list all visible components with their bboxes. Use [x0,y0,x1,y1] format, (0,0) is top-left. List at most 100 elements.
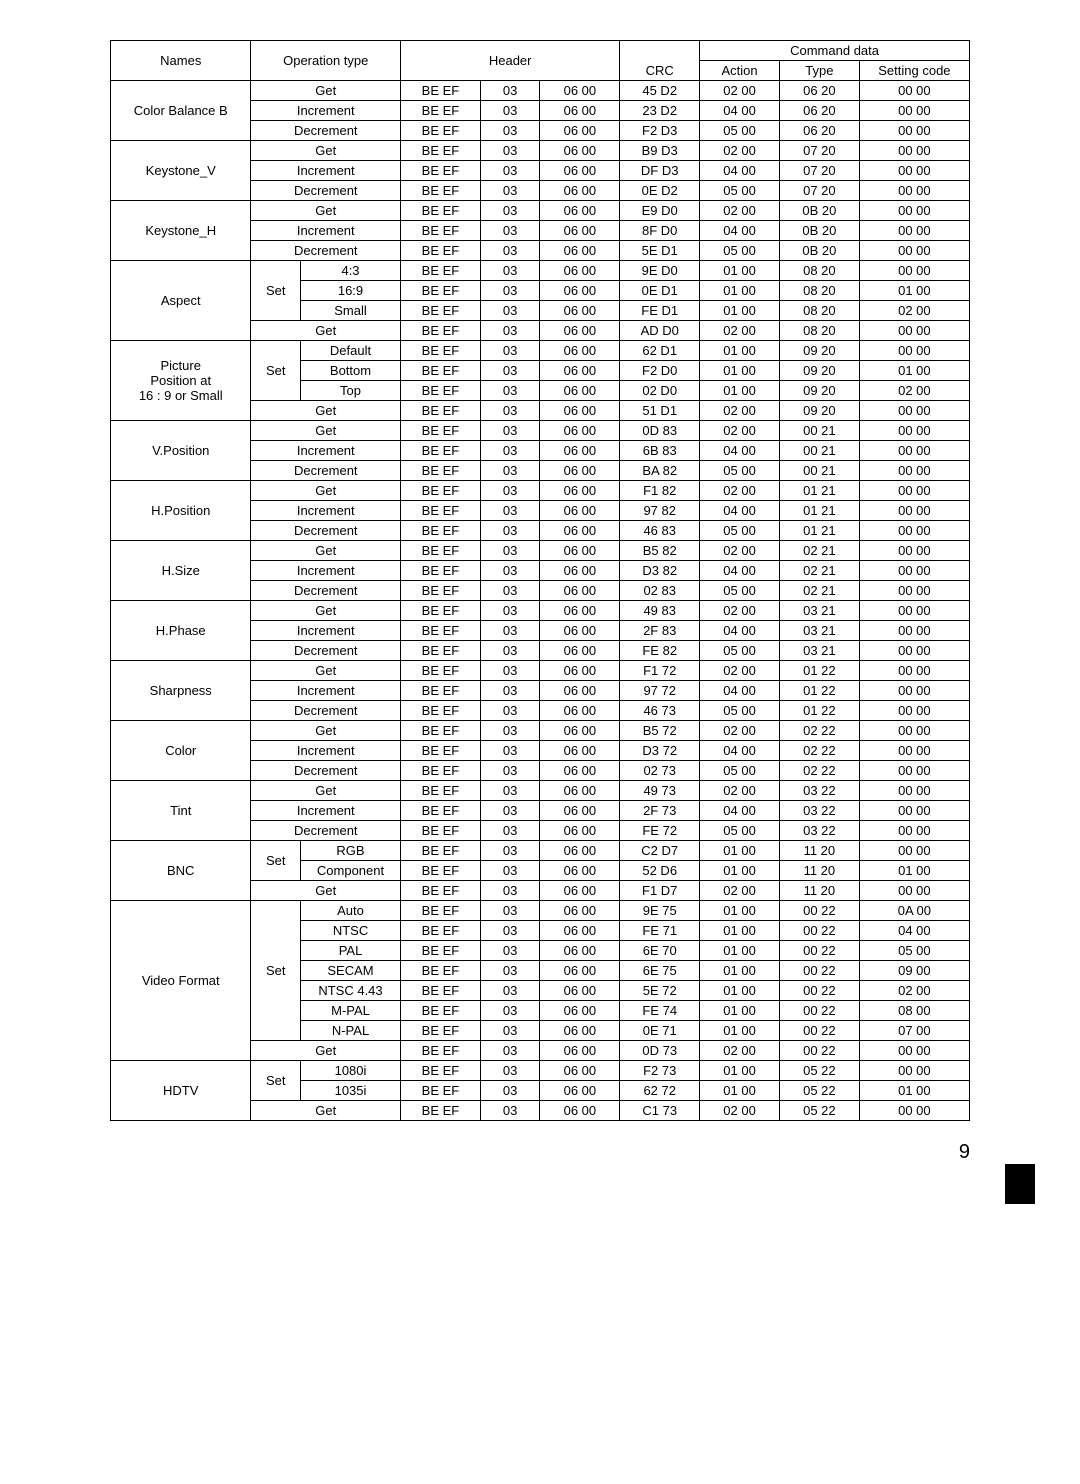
cell-action: 04 00 [700,441,780,461]
cell-h1: BE EF [401,881,481,901]
cell-h1: BE EF [401,161,481,181]
cell-type: 05 22 [779,1081,859,1101]
cell-type: 0B 20 [779,241,859,261]
cell-h2: 03 [480,721,540,741]
cell-type: 00 22 [779,901,859,921]
cell-h2: 03 [480,421,540,441]
cell-h1: BE EF [401,301,481,321]
cell-h2: 03 [480,861,540,881]
row-name: PicturePosition at16 : 9 or Small [111,341,251,421]
col-cmd: Command data [700,41,970,61]
cell-h1: BE EF [401,121,481,141]
cell-h2: 03 [480,801,540,821]
cell-h2: 03 [480,1101,540,1121]
op-type: Decrement [251,521,401,541]
cell-action: 01 00 [700,861,780,881]
cell-h3: 06 00 [540,561,620,581]
cell-h1: BE EF [401,661,481,681]
cell-action: 02 00 [700,201,780,221]
cell-crc: B9 D3 [620,141,700,161]
cell-h3: 06 00 [540,261,620,281]
op-set: Set [251,901,301,1041]
cell-type: 09 20 [779,381,859,401]
cell-type: 07 20 [779,181,859,201]
cell-action: 05 00 [700,181,780,201]
cell-crc: 97 72 [620,681,700,701]
cell-h1: BE EF [401,361,481,381]
cell-h2: 03 [480,281,540,301]
cell-setting: 00 00 [859,501,969,521]
cell-type: 11 20 [779,841,859,861]
cell-h1: BE EF [401,101,481,121]
cell-h3: 06 00 [540,861,620,881]
cell-action: 02 00 [700,481,780,501]
cell-h3: 06 00 [540,121,620,141]
cell-h1: BE EF [401,241,481,261]
cell-h3: 06 00 [540,201,620,221]
cell-h3: 06 00 [540,521,620,541]
op-value: M-PAL [300,1001,400,1021]
cell-h3: 06 00 [540,321,620,341]
cell-setting: 00 00 [859,461,969,481]
cell-setting: 00 00 [859,121,969,141]
cell-h3: 06 00 [540,901,620,921]
cell-crc: F2 D3 [620,121,700,141]
cell-crc: FE 72 [620,821,700,841]
cell-action: 05 00 [700,641,780,661]
op-type: Increment [251,221,401,241]
cell-h3: 06 00 [540,581,620,601]
cell-type: 00 22 [779,961,859,981]
cell-h3: 06 00 [540,941,620,961]
cell-setting: 07 00 [859,1021,969,1041]
cell-h2: 03 [480,361,540,381]
op-value: 1035i [300,1081,400,1101]
cell-action: 02 00 [700,601,780,621]
cell-action: 04 00 [700,161,780,181]
cell-crc: D3 82 [620,561,700,581]
cell-type: 01 21 [779,521,859,541]
cell-type: 11 20 [779,861,859,881]
cell-h3: 06 00 [540,1021,620,1041]
cell-setting: 00 00 [859,101,969,121]
cell-h2: 03 [480,881,540,901]
op-value: NTSC [300,921,400,941]
cell-setting: 00 00 [859,521,969,541]
cell-type: 00 21 [779,421,859,441]
cell-h2: 03 [480,441,540,461]
cell-action: 05 00 [700,761,780,781]
cell-action: 01 00 [700,961,780,981]
cell-setting: 00 00 [859,341,969,361]
cell-h1: BE EF [401,821,481,841]
cell-action: 02 00 [700,321,780,341]
cell-crc: F1 82 [620,481,700,501]
cell-setting: 00 00 [859,141,969,161]
cell-crc: 02 73 [620,761,700,781]
cell-h1: BE EF [401,721,481,741]
cell-action: 04 00 [700,801,780,821]
row-name: Aspect [111,261,251,341]
cell-h2: 03 [480,321,540,341]
cell-setting: 00 00 [859,881,969,901]
cell-h3: 06 00 [540,921,620,941]
cell-type: 07 20 [779,161,859,181]
cell-h3: 06 00 [540,401,620,421]
cell-type: 01 22 [779,661,859,681]
cell-type: 00 22 [779,1001,859,1021]
cell-h2: 03 [480,381,540,401]
cell-h1: BE EF [401,581,481,601]
cell-setting: 00 00 [859,321,969,341]
cell-action: 01 00 [700,301,780,321]
cell-h1: BE EF [401,941,481,961]
row-name: V.Position [111,421,251,481]
cell-h2: 03 [480,401,540,421]
cell-h3: 06 00 [540,841,620,861]
cell-crc: 5E D1 [620,241,700,261]
cell-h3: 06 00 [540,601,620,621]
cell-h3: 06 00 [540,341,620,361]
cell-setting: 00 00 [859,621,969,641]
cell-h2: 03 [480,521,540,541]
cell-setting: 09 00 [859,961,969,981]
cell-h2: 03 [480,601,540,621]
cell-h1: BE EF [401,701,481,721]
row-name: H.Size [111,541,251,601]
